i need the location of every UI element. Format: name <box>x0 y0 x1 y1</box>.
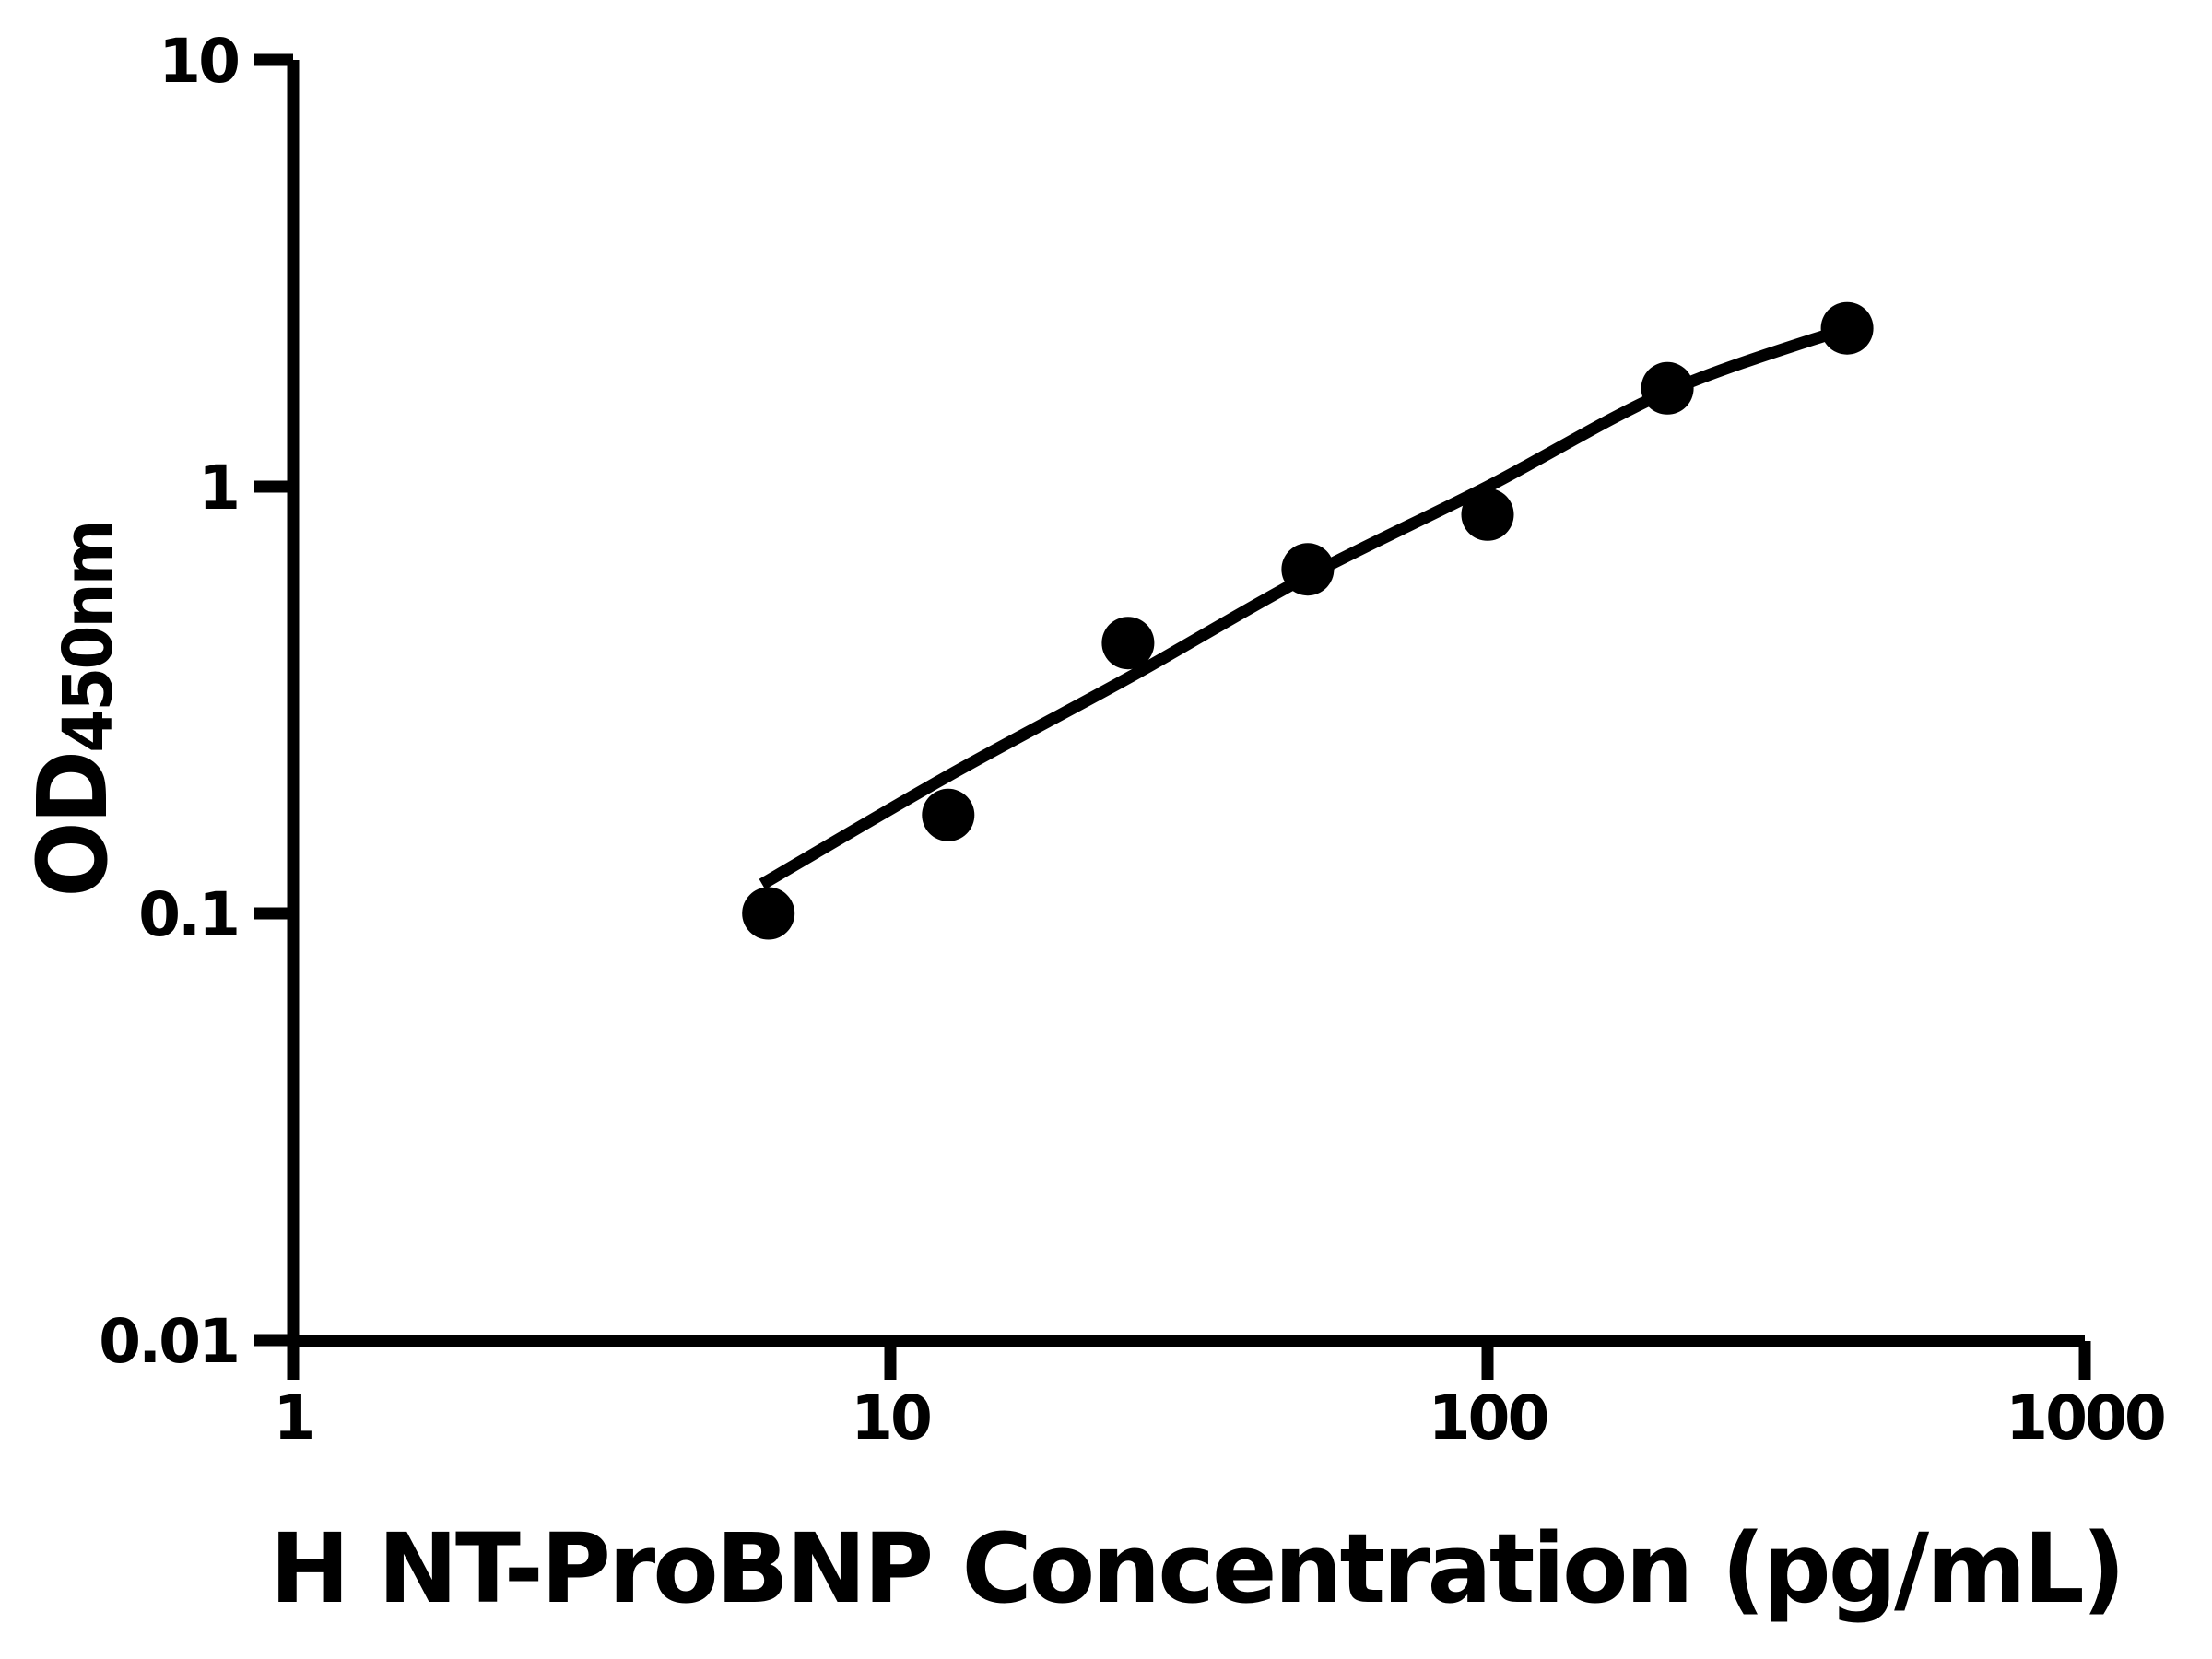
y-tick-label: 0.01 <box>99 1306 238 1377</box>
data-point <box>922 788 975 841</box>
data-point <box>1101 617 1155 670</box>
axis-spines <box>287 60 2085 1347</box>
y-axis-ticks <box>254 53 293 1347</box>
y-axis-title-subscript: 450nm <box>49 522 128 752</box>
data-point <box>1641 361 1694 415</box>
data-points <box>742 301 1874 940</box>
x-tick-label: 10 <box>851 1382 930 1453</box>
data-point <box>742 887 795 940</box>
x-tick-label: 1 <box>274 1382 313 1453</box>
data-point <box>1820 301 1874 355</box>
y-axis-tick-labels: 10 1 0.1 0.01 <box>99 26 241 1377</box>
x-axis-title: H NT-ProBNP Concentration (pg/mL) <box>270 1512 2124 1625</box>
x-tick-label: 100 <box>1429 1382 1547 1453</box>
y-tick-label: 1 <box>198 453 238 524</box>
y-axis-title: OD450nm <box>18 522 129 897</box>
data-point <box>1461 488 1514 541</box>
x-tick-label: 1000 <box>2006 1382 2164 1453</box>
fit-curve-line <box>759 323 1850 890</box>
y-tick-label: 0.1 <box>138 879 238 950</box>
y-axis-title-main: OD <box>18 753 129 898</box>
x-axis-ticks <box>287 1341 2091 1380</box>
y-tick-label: 10 <box>159 26 238 97</box>
x-axis-tick-labels: 1 10 100 1000 <box>274 1382 2167 1453</box>
data-point <box>1281 543 1335 596</box>
